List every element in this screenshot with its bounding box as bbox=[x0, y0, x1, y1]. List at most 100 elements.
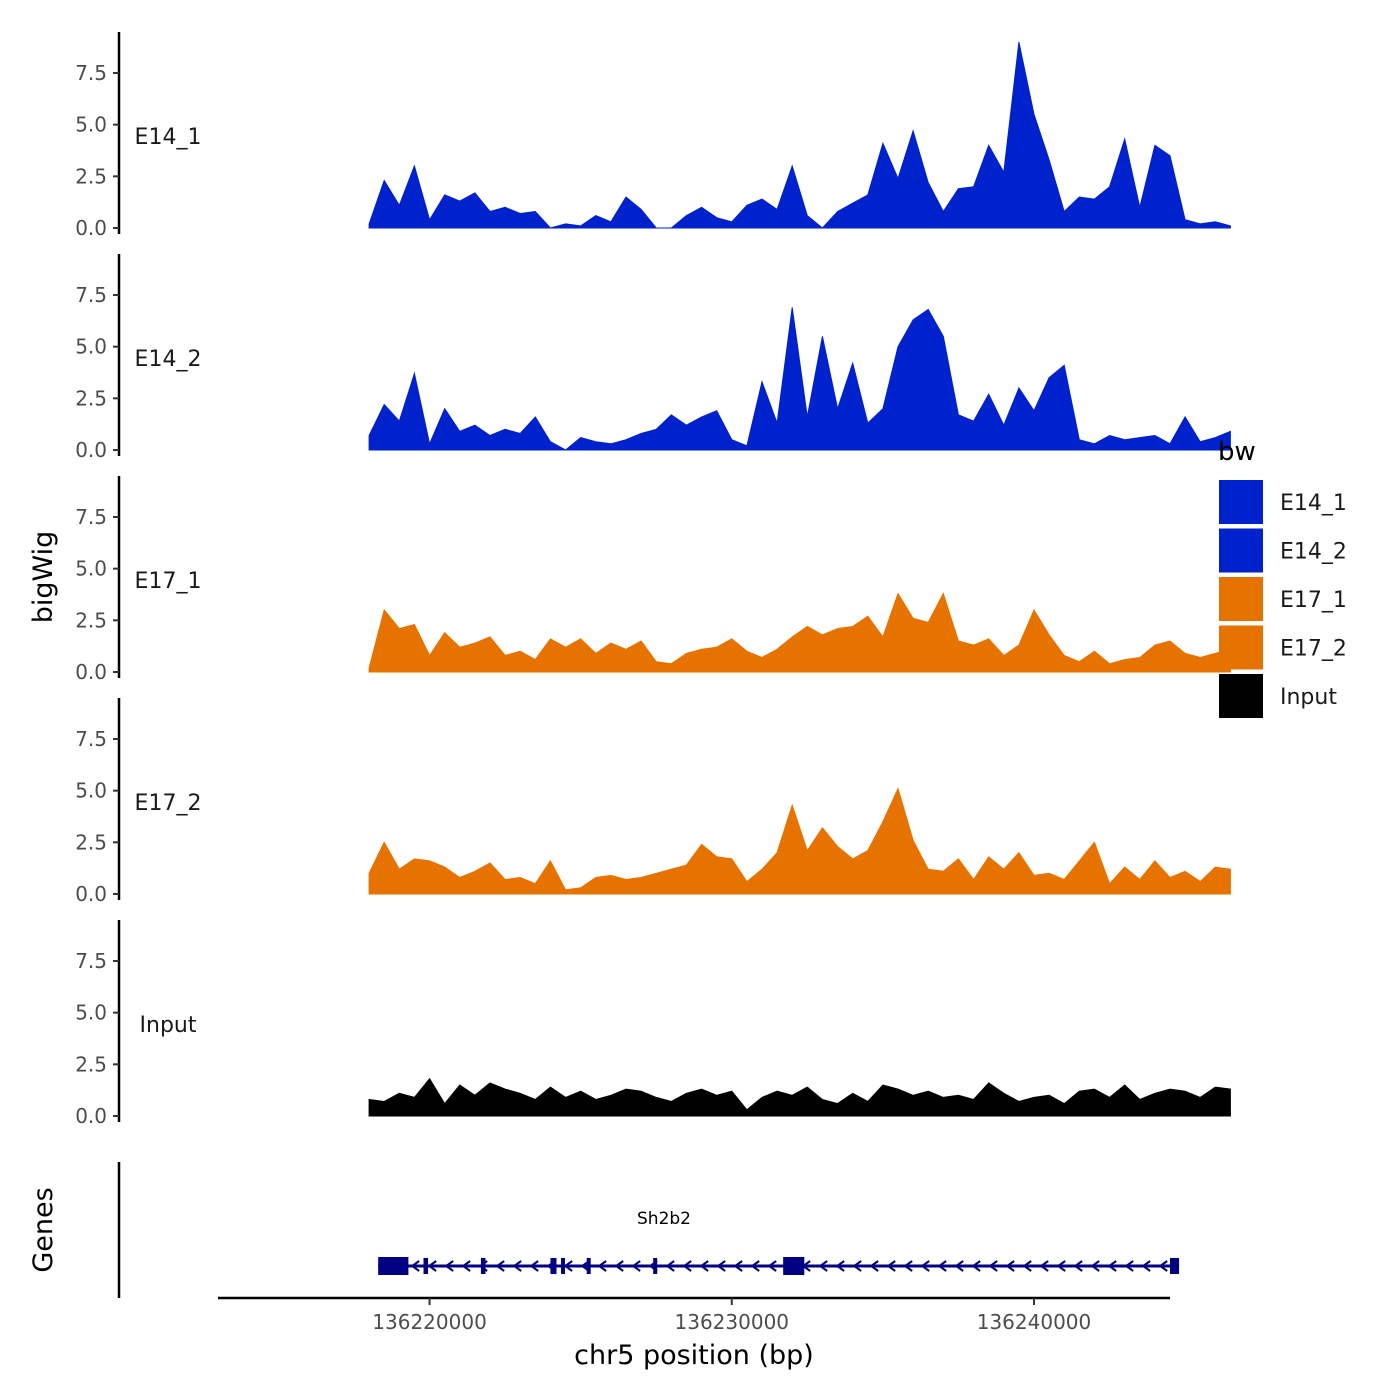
strand-arrow bbox=[971, 1260, 981, 1272]
signal-area-input bbox=[368, 1077, 1231, 1117]
strand-arrow bbox=[954, 1260, 964, 1272]
y-tick-label: 2.5 bbox=[75, 164, 107, 188]
y-tick-label: 5.0 bbox=[75, 113, 107, 137]
track-input: 0.0 2.5 5.0 7.5 Input bbox=[75, 920, 1231, 1128]
strand-arrow bbox=[988, 1260, 998, 1272]
genes-axis-title: Genes bbox=[28, 1187, 59, 1272]
strand-arrow bbox=[1056, 1260, 1066, 1272]
strand-arrow bbox=[563, 1260, 573, 1272]
gene-exon bbox=[1170, 1258, 1180, 1274]
gene-track: Sh2b2 bbox=[117, 1162, 1180, 1298]
gene-exon bbox=[653, 1258, 658, 1274]
strand-arrow bbox=[1158, 1260, 1168, 1272]
strand-arrow bbox=[716, 1260, 726, 1272]
signal-area-e14-2 bbox=[368, 307, 1231, 451]
strand-arrow bbox=[767, 1260, 777, 1272]
legend-title: bw bbox=[1218, 437, 1256, 467]
legend-label: Input bbox=[1280, 685, 1337, 710]
legend-label: E14_2 bbox=[1280, 540, 1347, 565]
track-e14-1: 0.0 2.5 5.0 7.5 E14_1 bbox=[75, 32, 1231, 240]
strand-arrow bbox=[427, 1260, 437, 1272]
strand-arrow bbox=[1090, 1260, 1100, 1272]
x-tick-label: 136220000 bbox=[372, 1310, 487, 1334]
strand-arrow bbox=[733, 1260, 743, 1272]
strand-arrow bbox=[835, 1260, 845, 1272]
y-tick-label: 7.5 bbox=[75, 949, 107, 973]
track-e17-1: 0.0 2.5 5.0 7.5 E17_1 bbox=[75, 476, 1231, 684]
strand-arrow bbox=[920, 1260, 930, 1272]
y-axis-title: bigWig bbox=[28, 531, 59, 624]
signal-area-e17-1 bbox=[368, 592, 1231, 673]
track-label: E17_1 bbox=[135, 569, 202, 594]
strand-arrow bbox=[1005, 1260, 1015, 1272]
strand-arrow bbox=[1124, 1260, 1134, 1272]
y-tick-label: 7.5 bbox=[75, 505, 107, 529]
track-label: E17_2 bbox=[135, 791, 202, 816]
strand-arrow bbox=[903, 1260, 913, 1272]
y-tick-label: 0.0 bbox=[75, 882, 107, 906]
y-tick-label: 7.5 bbox=[75, 727, 107, 751]
strand-arrow bbox=[750, 1260, 760, 1272]
x-axis: 136220000 136230000 136240000 bbox=[218, 1296, 1170, 1334]
gene-exon bbox=[480, 1258, 486, 1274]
legend: bw E14_1 E14_2 E17_1 E17_2 Input bbox=[1218, 437, 1347, 718]
strand-arrow bbox=[869, 1260, 879, 1272]
track-label: Input bbox=[140, 1013, 197, 1038]
strand-arrow bbox=[937, 1260, 947, 1272]
y-tick-label: 0.0 bbox=[75, 1104, 107, 1128]
strand-arrow bbox=[1022, 1260, 1032, 1272]
strand-arrow bbox=[444, 1260, 454, 1272]
legend-swatch bbox=[1219, 625, 1263, 670]
legend-swatch bbox=[1219, 674, 1263, 718]
x-tick-label: 136230000 bbox=[675, 1310, 790, 1334]
legend-label: E14_1 bbox=[1280, 491, 1347, 516]
y-tick-label: 2.5 bbox=[75, 608, 107, 632]
signal-tracks: 0.0 2.5 5.0 7.5 E14_1 0.0 2.5 5.0 7.5 E14_2 0.0 2.5… bbox=[75, 32, 1231, 1128]
x-tick-label: 136240000 bbox=[977, 1310, 1092, 1334]
strand-arrow bbox=[818, 1260, 828, 1272]
strand-arrow bbox=[529, 1260, 539, 1272]
track-label: E14_1 bbox=[135, 125, 202, 150]
track-label: E14_2 bbox=[135, 347, 202, 372]
strand-arrow bbox=[682, 1260, 692, 1272]
y-tick-label: 5.0 bbox=[75, 335, 107, 359]
strand-arrow bbox=[1107, 1260, 1117, 1272]
y-tick-label: 5.0 bbox=[75, 779, 107, 803]
strand-arrow bbox=[1073, 1260, 1083, 1272]
legend-label: E17_2 bbox=[1280, 637, 1347, 662]
legend-swatch bbox=[1219, 528, 1263, 573]
legend-label: E17_1 bbox=[1280, 588, 1347, 613]
strand-arrow bbox=[461, 1260, 471, 1272]
strand-arrow bbox=[495, 1260, 505, 1272]
strand-arrow bbox=[614, 1260, 624, 1272]
strand-arrow bbox=[886, 1260, 896, 1272]
strand-arrow bbox=[1141, 1260, 1151, 1272]
strand-arrow bbox=[1039, 1260, 1049, 1272]
track-e17-2: 0.0 2.5 5.0 7.5 E17_2 bbox=[75, 698, 1231, 906]
track-e14-2: 0.0 2.5 5.0 7.5 E14_2 bbox=[75, 254, 1231, 462]
gene-exon bbox=[423, 1258, 429, 1274]
y-tick-label: 0.0 bbox=[75, 438, 107, 462]
y-tick-label: 2.5 bbox=[75, 386, 107, 410]
strand-arrow bbox=[512, 1260, 522, 1272]
x-axis-title: chr5 position (bp) bbox=[574, 1340, 814, 1371]
legend-swatch bbox=[1219, 480, 1263, 524]
y-tick-label: 5.0 bbox=[75, 1001, 107, 1025]
y-tick-label: 7.5 bbox=[75, 283, 107, 307]
strand-arrow bbox=[699, 1260, 709, 1272]
y-tick-label: 7.5 bbox=[75, 61, 107, 85]
gene-exon bbox=[550, 1258, 557, 1274]
y-tick-label: 2.5 bbox=[75, 830, 107, 854]
gene-exon bbox=[783, 1257, 805, 1275]
gene-exon bbox=[586, 1258, 591, 1274]
y-tick-label: 0.0 bbox=[75, 660, 107, 684]
strand-arrow bbox=[665, 1260, 675, 1272]
gene-name-label: Sh2b2 bbox=[637, 1209, 691, 1229]
gene-exon bbox=[378, 1257, 409, 1275]
strand-arrow bbox=[597, 1260, 607, 1272]
y-tick-label: 5.0 bbox=[75, 557, 107, 581]
strand-arrow bbox=[631, 1260, 641, 1272]
gene-exon bbox=[561, 1258, 566, 1274]
legend-swatch bbox=[1219, 577, 1263, 621]
